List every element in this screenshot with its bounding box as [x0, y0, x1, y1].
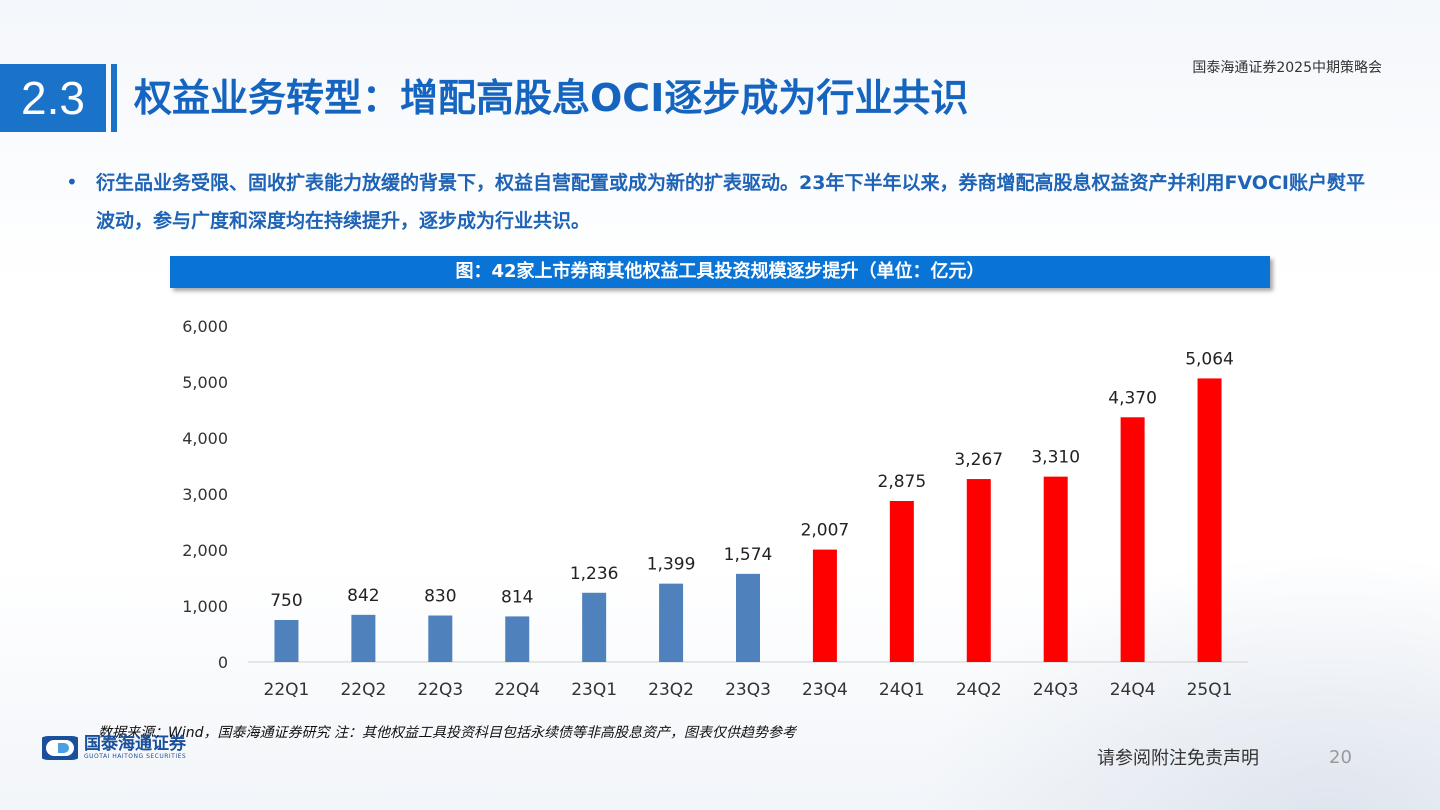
page-title: 权益业务转型：增配高股息OCI逐步成为行业共识	[134, 76, 969, 120]
data-label: 2,007	[801, 521, 850, 541]
x-tick-label: 24Q4	[1110, 680, 1156, 700]
y-tick-label: 4,000	[182, 429, 228, 448]
disclaimer-link[interactable]: 请参阅附注免责声明	[1097, 748, 1259, 769]
source-note: 数据来源：Wind，国泰海通证券研究 注：其他权益工具投资科目包括永续债等非高股…	[98, 725, 796, 741]
bar	[582, 592, 607, 662]
bullet-icon: •	[66, 170, 78, 194]
bar	[1120, 417, 1145, 662]
logo-icon	[42, 736, 78, 760]
bar	[1043, 476, 1068, 662]
data-label: 5,064	[1185, 349, 1234, 369]
data-label: 1,574	[724, 545, 773, 565]
bar	[736, 573, 760, 662]
x-tick-label: 22Q2	[340, 680, 386, 700]
data-label: 1,236	[570, 564, 619, 584]
x-tick-label: 25Q1	[1187, 680, 1233, 700]
data-label: 2,875	[878, 472, 927, 492]
y-tick-label: 1,000	[182, 597, 228, 616]
section-divider	[111, 64, 117, 132]
data-label: 814	[501, 587, 533, 607]
data-label: 842	[347, 586, 379, 606]
page-number: 20	[1329, 747, 1352, 768]
y-tick-label: 6,000	[182, 317, 228, 336]
x-tick-label: 22Q1	[264, 680, 310, 700]
bar	[351, 614, 376, 662]
x-tick-label: 24Q3	[1033, 680, 1079, 700]
data-label: 750	[270, 591, 302, 611]
x-tick-label: 23Q1	[571, 680, 617, 700]
logo-subtext: GUOTAI HAITONG SECURITIES	[84, 753, 187, 760]
bullet-text: 衍生品业务受限、固收扩表能力放缓的背景下，权益自营配置或成为新的扩表驱动。23年…	[96, 172, 1365, 232]
chart-title-banner: 图：42家上市券商其他权益工具投资规模逐步提升（单位：亿元）	[170, 256, 1270, 288]
bar	[812, 549, 837, 662]
x-tick-label: 23Q4	[802, 680, 848, 700]
data-label: 830	[424, 587, 456, 607]
bar	[1197, 378, 1222, 662]
company-logo: 国泰海通证券 GUOTAI HAITONG SECURITIES	[42, 734, 186, 762]
x-tick-label: 22Q4	[494, 680, 540, 700]
data-label: 3,310	[1031, 448, 1080, 468]
bar	[889, 501, 914, 662]
x-tick-label: 22Q3	[417, 680, 463, 700]
data-label: 4,370	[1108, 388, 1157, 408]
company-header: 国泰海通证券2025中期策略会	[1192, 60, 1382, 76]
section-number: 2.3	[0, 64, 106, 132]
bar	[274, 620, 299, 662]
logo-text: 国泰海通证券	[84, 734, 186, 754]
x-tick-label: 24Q2	[956, 680, 1002, 700]
x-tick-label: 23Q3	[725, 680, 771, 700]
data-label: 1,399	[647, 555, 696, 575]
data-label: 3,267	[954, 450, 1003, 470]
bar	[966, 479, 991, 662]
x-tick-label: 23Q2	[648, 680, 694, 700]
bar	[505, 616, 530, 662]
bar	[428, 615, 453, 662]
x-tick-label: 24Q1	[879, 680, 925, 700]
y-tick-label: 5,000	[182, 373, 228, 392]
y-tick-label: 0	[218, 653, 228, 672]
y-tick-label: 2,000	[182, 541, 228, 560]
y-tick-label: 3,000	[182, 485, 228, 504]
bar	[659, 583, 684, 662]
